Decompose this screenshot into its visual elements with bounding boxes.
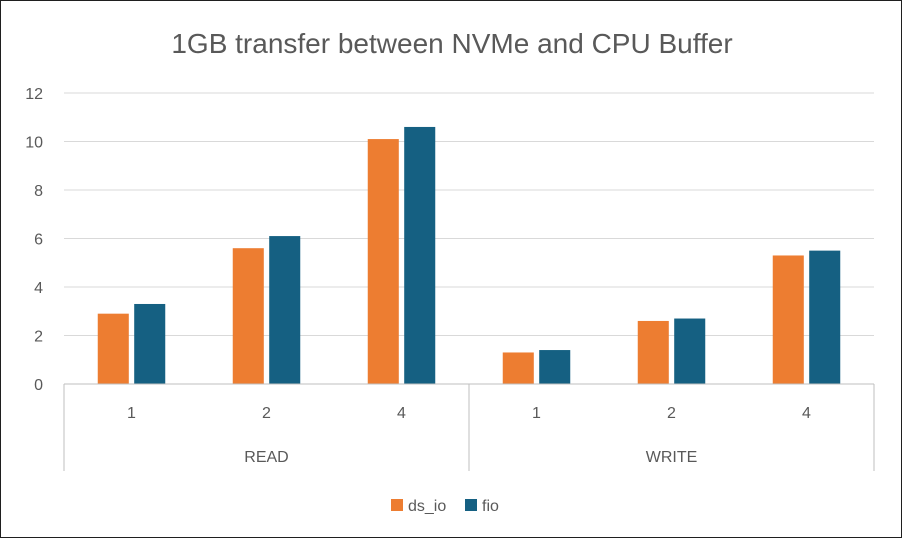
bar-fio-1 (134, 303, 166, 384)
y-tick-label: 12 (25, 86, 43, 103)
y-axis-ticks: 0 2 4 6 8 10 12 (25, 86, 43, 394)
bar-fio-4 (539, 350, 571, 384)
legend-swatch-fio (465, 499, 477, 511)
chart-title: 1GB transfer between NVMe and CPU Buffer (171, 28, 732, 59)
legend: ds_io fio (391, 498, 499, 515)
gridlines (64, 92, 874, 336)
y-tick-label: 2 (34, 329, 43, 346)
x-tick-label: 4 (802, 405, 811, 422)
x-tick-label: 1 (127, 405, 136, 422)
bar-ds-io-2 (232, 248, 264, 384)
legend-label: fio (482, 498, 499, 515)
x-tick-label: 4 (397, 405, 406, 422)
bars (97, 126, 841, 384)
bar-ds-io-3 (367, 139, 399, 384)
bar-fio-3 (404, 126, 436, 384)
bar-ds-io-1 (97, 313, 129, 384)
y-tick-label: 10 (25, 135, 43, 152)
y-tick-label: 0 (34, 377, 43, 394)
y-tick-label: 8 (34, 183, 43, 200)
x-axis: 1 2 4 1 2 4 READ WRITE (63, 383, 875, 471)
bar-ds-io-5 (637, 320, 669, 384)
x-tick-label: 2 (667, 405, 676, 422)
y-tick-label: 6 (34, 232, 43, 249)
x-tick-label: 2 (262, 405, 271, 422)
bar-fio-2 (269, 236, 301, 384)
bar-ds-io-4 (502, 352, 534, 384)
legend-label: ds_io (408, 498, 446, 515)
bar-ds-io-6 (772, 255, 804, 384)
x-group-label: READ (244, 449, 288, 466)
x-tick-label: 1 (532, 405, 541, 422)
x-group-label: WRITE (646, 449, 698, 466)
legend-swatch-ds-io (391, 499, 403, 511)
bar-fio-5 (674, 318, 706, 384)
bar-fio-6 (809, 250, 841, 384)
y-tick-label: 4 (34, 280, 43, 297)
